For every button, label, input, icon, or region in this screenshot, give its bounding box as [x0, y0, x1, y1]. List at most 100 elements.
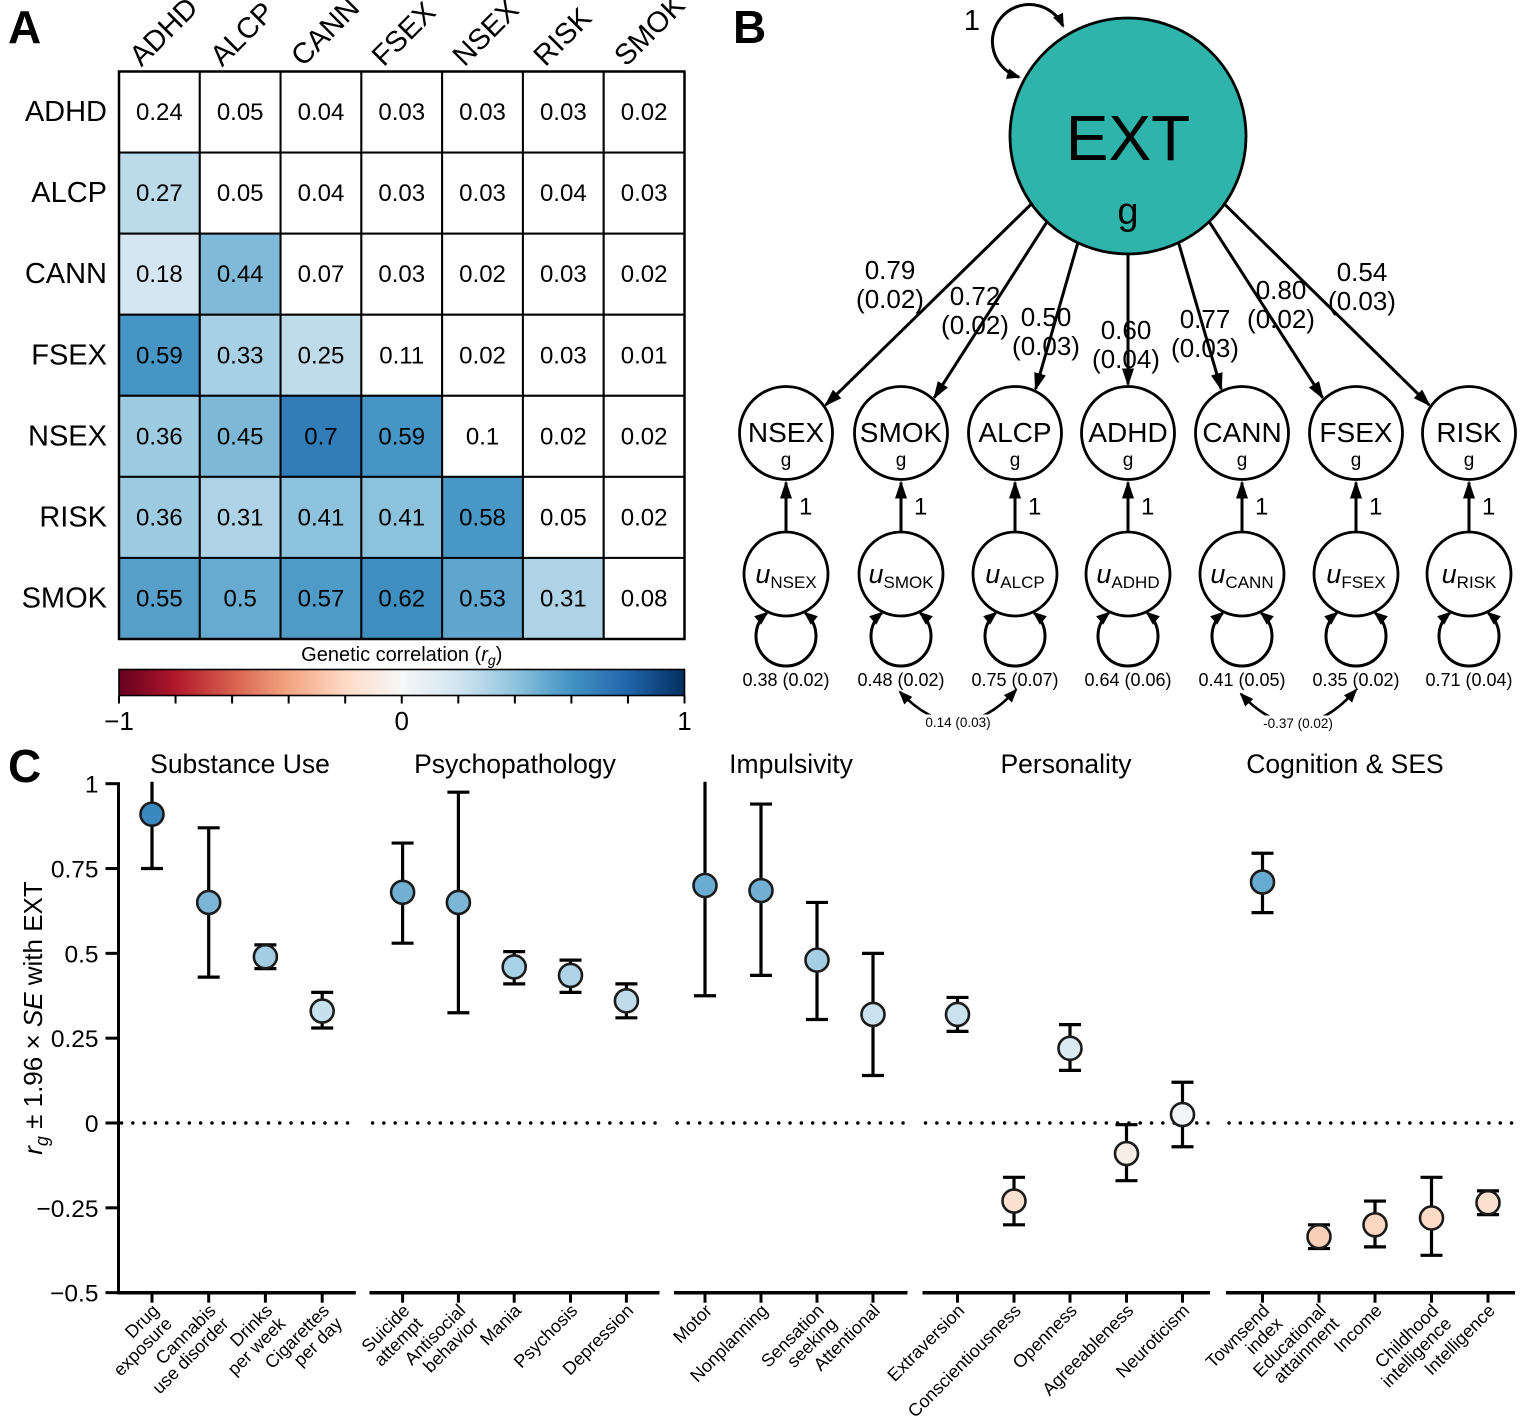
indicator-label: NSEX	[748, 417, 825, 448]
data-point	[692, 872, 718, 899]
heatmap-cell-value: 0.41	[378, 504, 425, 531]
data-point	[139, 801, 165, 828]
loading-arrow	[824, 202, 1033, 407]
indicator-label: FSEX	[1319, 417, 1392, 448]
y-axis-tick-label: 0.5	[64, 941, 98, 968]
heatmap-cell-value: 0.08	[621, 585, 668, 612]
residual-correlation-label-backing	[1256, 715, 1340, 733]
indicator-sub-label: g	[1351, 450, 1362, 471]
y-axis-tick-label: 0.25	[51, 1026, 99, 1053]
heatmap-cell	[441, 556, 524, 641]
heatmap-cell-value: 0.57	[298, 585, 345, 612]
group-title: Personality	[1000, 749, 1132, 779]
heatmap-cell-value: 0.04	[298, 180, 345, 207]
loading-arrow	[1177, 242, 1223, 392]
heatmap-cell	[279, 556, 363, 641]
heatmap-cell-value: 0.31	[217, 504, 264, 531]
loading-arrow	[1207, 220, 1324, 400]
heatmap-cell-value: 0.03	[621, 180, 668, 207]
heatmap-cell-value: 0.02	[459, 342, 506, 369]
heatmap-cell-value: 0.53	[459, 585, 506, 612]
heatmap-cell-value: 0.05	[540, 504, 587, 531]
heatmap-cell-value: 0.1	[466, 423, 499, 450]
heatmap-cell-value: 0.02	[621, 99, 668, 126]
heatmap-cell	[279, 151, 363, 235]
group-title: Substance Use	[150, 749, 330, 779]
heatmap-cell	[521, 70, 605, 154]
group-title: Impulsivity	[729, 749, 853, 779]
u-label: uADHD	[1096, 559, 1159, 592]
residual-correlation-label: 0.14 (0.03)	[925, 715, 990, 730]
loading-value: 0.77	[1180, 304, 1231, 334]
u-path-label: 1	[1028, 494, 1041, 521]
heatmap-col-label: NSEX	[447, 0, 525, 72]
heatmap-cell-value: 0.33	[217, 342, 264, 369]
u-variance-loop	[869, 611, 933, 668]
heatmap-cell-value: 0.07	[298, 261, 345, 288]
heatmap-col-label: ALCP	[205, 0, 281, 72]
u-variance-loop	[1324, 611, 1388, 668]
heatmap-cell-value: 0.5	[223, 585, 256, 612]
data-point	[1113, 1140, 1140, 1167]
loading-value: 0.60	[1101, 315, 1152, 345]
heatmap-cell	[118, 475, 201, 559]
group-title: Cognition & SES	[1246, 749, 1443, 779]
heatmap-row-label: FSEX	[31, 339, 107, 371]
panel-a-letter: A	[8, 1, 41, 53]
indicator-sub-label: g	[1123, 450, 1134, 471]
heatmap-cell	[521, 232, 605, 316]
heatmap-cell	[279, 394, 363, 478]
heatmap-cell-value: 0.02	[621, 261, 668, 288]
indicator-label: SMOK	[860, 417, 943, 448]
heatmap-cell-value: 0.04	[298, 99, 345, 126]
data-point	[445, 889, 472, 916]
heatmap-row-label: ALCP	[31, 177, 107, 209]
heatmap-col-label: ADHD	[124, 0, 205, 72]
indicator-circle	[738, 385, 834, 481]
heatmap-cell-value: 0.05	[217, 180, 264, 207]
indicator-circle	[1308, 385, 1404, 481]
loading-value: 0.80	[1256, 275, 1307, 305]
heatmap-cell-value: 0.62	[378, 585, 425, 612]
heatmap-border	[117, 70, 686, 641]
heatmap-cell	[118, 313, 201, 397]
heatmap-cell	[360, 556, 444, 641]
heatmap-cell	[279, 232, 363, 316]
loading-value: 0.54	[1337, 257, 1388, 287]
u-variance-label: 0.35 (0.02)	[1312, 670, 1399, 690]
heatmap-cell	[441, 151, 524, 235]
heatmap-cell-value: 0.05	[217, 99, 264, 126]
heatmap-cell	[441, 232, 524, 316]
indicator-sub-label: g	[1010, 450, 1021, 471]
indicator-circle	[967, 385, 1063, 481]
data-point	[748, 877, 774, 904]
heatmap-cell	[521, 313, 605, 397]
heatmap-cell-value: 0.03	[459, 99, 506, 126]
u-variance-label: 0.48 (0.02)	[857, 670, 944, 690]
data-point	[1418, 1205, 1445, 1231]
data-point	[613, 988, 640, 1014]
loading-arrow	[1034, 242, 1080, 392]
u-variance-loop	[1096, 611, 1160, 668]
u-label: uRISK	[1442, 559, 1497, 592]
heatmap-row-label: ADHD	[25, 96, 107, 128]
data-point	[1169, 1101, 1196, 1128]
x-axis-tick-label: Mania	[476, 1300, 526, 1350]
data-point	[252, 943, 279, 970]
u-label: uSMOK	[868, 559, 934, 592]
data-point	[1362, 1211, 1388, 1238]
panel-b-letter: B	[733, 1, 766, 53]
indicator-circle	[1080, 385, 1176, 481]
heatmap-cell	[602, 556, 686, 641]
u-path-label: 1	[1255, 494, 1268, 521]
heatmap-row-label: RISK	[39, 501, 107, 533]
data-point	[501, 954, 528, 980]
heatmap-cell-value: 0.36	[136, 504, 183, 531]
heatmap-cell	[602, 475, 686, 559]
heatmap-cell-value: 0.03	[459, 180, 506, 207]
heatmap-cell-value: 0.03	[378, 180, 425, 207]
heatmap-cell	[198, 475, 282, 559]
heatmap-cell-value: 0.02	[459, 261, 506, 288]
u-variance-loop	[983, 611, 1047, 668]
